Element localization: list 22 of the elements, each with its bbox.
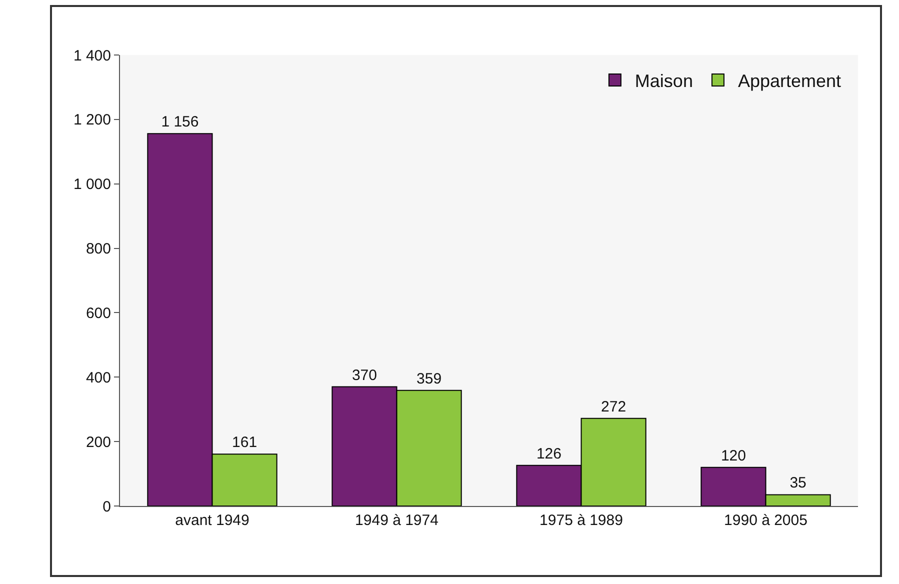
y-tick-label: 1 000 — [73, 176, 111, 194]
data-label: 161 — [232, 434, 258, 452]
y-tick-label: 1 200 — [73, 112, 111, 129]
y-tick-label: 1 400 — [73, 47, 111, 64]
x-tick-label: 1990 à 2005 — [724, 512, 808, 529]
legend-label: Maison — [634, 70, 693, 91]
y-tick-label: 0 — [102, 498, 111, 516]
y-tick-label: 600 — [86, 304, 111, 322]
data-label: 126 — [536, 445, 562, 462]
y-tick-label: 800 — [86, 240, 111, 258]
data-label: 370 — [352, 366, 377, 384]
x-tick-label: 1949 à 1974 — [355, 512, 438, 529]
data-label: 272 — [601, 398, 626, 416]
data-label: 359 — [416, 370, 442, 388]
data-label: 1 156 — [161, 114, 199, 131]
x-tick-label: 1975 à 1989 — [540, 512, 623, 529]
y-tick-label: 400 — [86, 369, 111, 386]
x-tick-label: avant 1949 — [175, 512, 250, 529]
y-tick-label: 200 — [86, 434, 111, 451]
legend-label: Appartement — [738, 70, 842, 91]
data-label: 35 — [790, 474, 806, 492]
data-label: 120 — [720, 447, 746, 464]
